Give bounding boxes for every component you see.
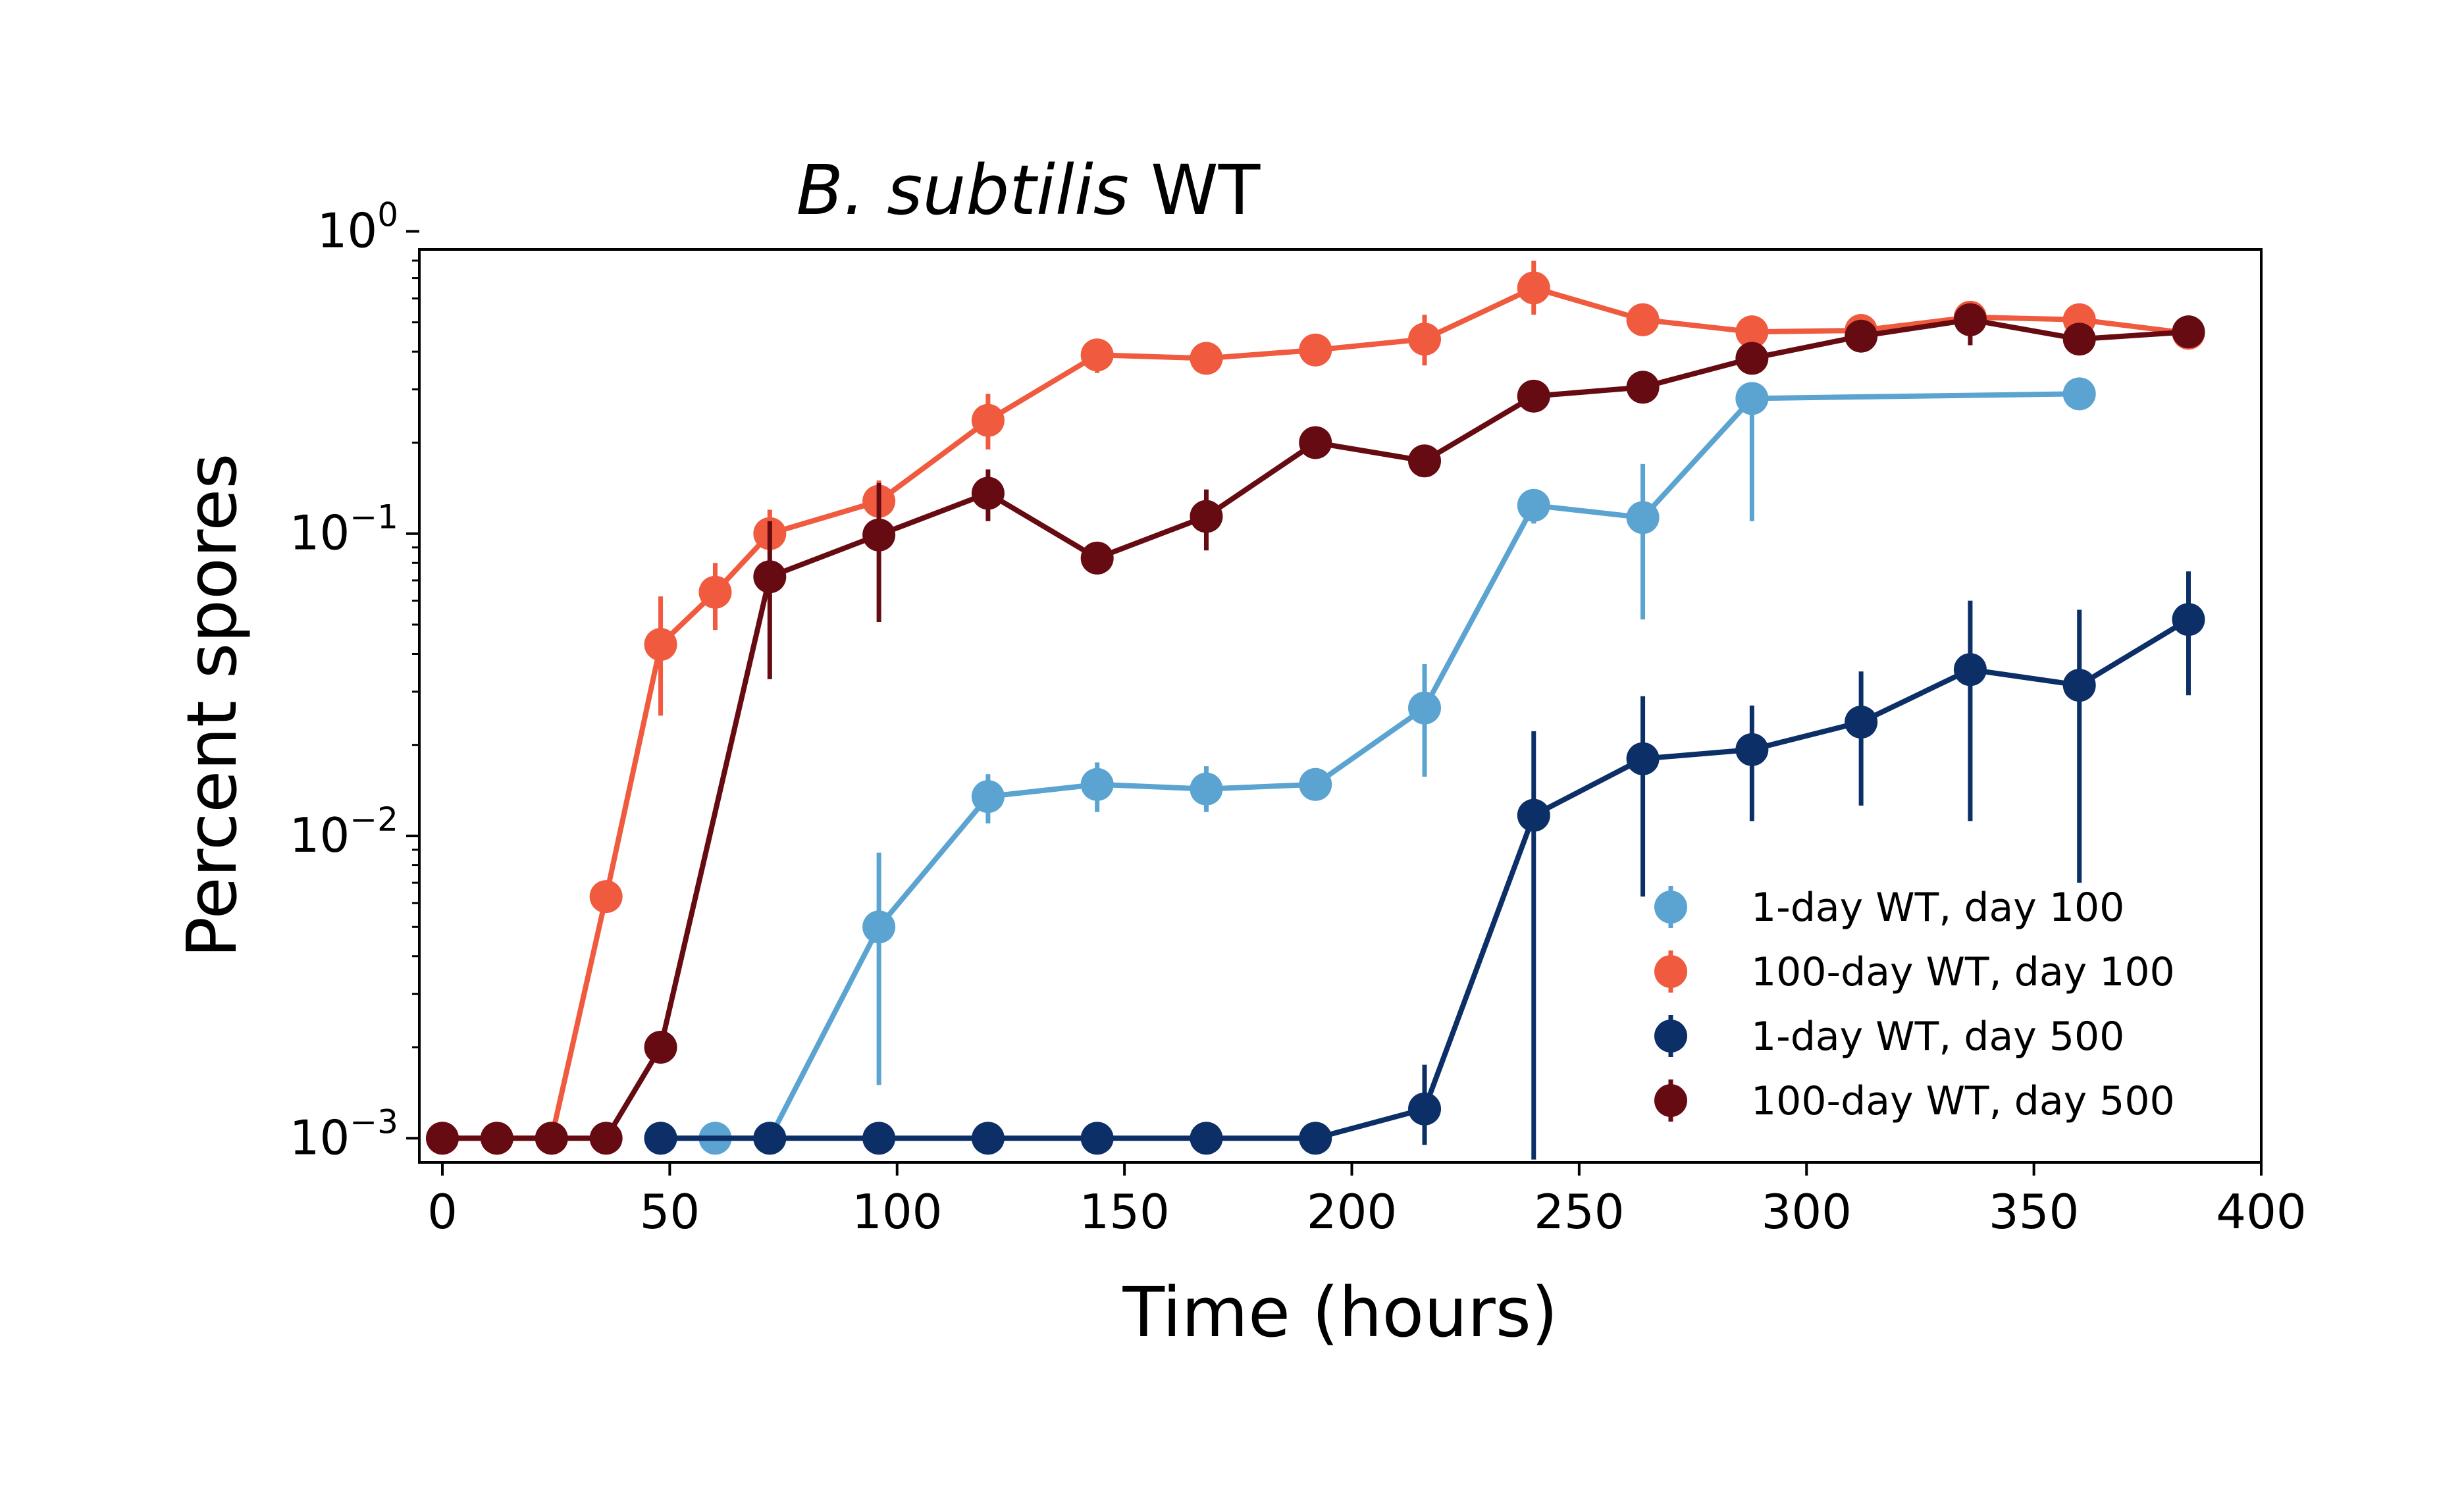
data-point [1517, 271, 1550, 305]
data-point [753, 1122, 787, 1155]
y-tick-label: 10−1 [290, 498, 398, 561]
data-point [2062, 669, 2096, 702]
data-point [971, 1122, 1005, 1155]
data-point [426, 1122, 459, 1155]
data-point [1190, 1122, 1223, 1155]
data-point [1845, 319, 1878, 353]
data-point [1517, 379, 1550, 413]
chart-title-rest: WT [1129, 150, 1261, 230]
data-point [1190, 500, 1223, 533]
data-point [1626, 501, 1660, 534]
legend-marker [1654, 1084, 1687, 1117]
series-4 [426, 303, 2205, 1155]
data-point [1299, 333, 1332, 367]
data-point [1626, 371, 1660, 404]
data-point [1517, 798, 1550, 832]
data-point [1408, 444, 1442, 478]
data-point [1190, 342, 1223, 375]
legend: 1-day WT, day 100 100-day WT, day 100 1-da… [1654, 885, 2175, 1124]
data-point [1408, 323, 1442, 356]
x-tick-label: 100 [852, 1184, 942, 1239]
x-tick-label: 0 [427, 1184, 458, 1239]
data-point [971, 477, 1005, 510]
data-point [1735, 382, 1769, 415]
data-point [644, 1122, 677, 1155]
data-point [2062, 323, 2096, 356]
data-point [1953, 303, 1987, 336]
legend-label: 100-day WT, day 500 [1751, 1078, 2175, 1124]
x-axis: 0 50 100 150 200 250 300 350 400 [427, 1162, 2307, 1239]
legend-marker [1654, 891, 1687, 923]
data-point [1517, 488, 1550, 522]
x-tick-label: 150 [1079, 1184, 1169, 1239]
data-point [2172, 315, 2205, 349]
data-point [1299, 1122, 1332, 1155]
data-point [1190, 772, 1223, 806]
data-point [480, 1122, 513, 1155]
data-point [2062, 377, 2096, 411]
series-line [442, 285, 2189, 1141]
data-point [644, 628, 677, 662]
data-point [644, 1031, 677, 1064]
data-point [535, 1122, 568, 1155]
legend-label: 1-day WT, day 100 [1751, 885, 2124, 931]
y-tick-label: 100 [317, 195, 398, 258]
legend-item: 100-day WT, day 100 [1654, 949, 2175, 995]
series-3 [644, 571, 2205, 1160]
data-point [862, 518, 896, 552]
legend-item: 1-day WT, day 100 [1654, 885, 2124, 931]
plot-frame [418, 248, 2263, 1164]
data-point [971, 780, 1005, 814]
data-point [1626, 303, 1660, 336]
data-point [2172, 603, 2205, 636]
legend-label: 100-day WT, day 100 [1751, 949, 2175, 995]
legend-marker [1654, 955, 1687, 988]
y-tick-label: 10−2 [290, 800, 398, 863]
data-point [698, 575, 732, 609]
data-point [1735, 315, 1769, 349]
legend-label: 1-day WT, day 500 [1751, 1014, 2124, 1060]
data-point [1299, 767, 1332, 801]
legend-item: 100-day WT, day 500 [1654, 1078, 2175, 1124]
data-point [1080, 541, 1114, 575]
data-point [1735, 342, 1769, 375]
x-tick-label: 350 [1989, 1184, 2079, 1239]
chart-title-italic: B. subtilis [797, 150, 1129, 230]
y-axis: 10−3 10−2 10−1 100 [290, 195, 419, 1165]
x-tick-label: 200 [1307, 1184, 1397, 1239]
data-point [1080, 767, 1114, 801]
data-point [1408, 1092, 1442, 1126]
data-point [1953, 653, 1987, 687]
data-point [971, 403, 1005, 437]
data-point [589, 1122, 623, 1155]
data-point [753, 560, 787, 594]
data-point [589, 880, 623, 914]
x-tick-label: 400 [2216, 1184, 2306, 1239]
plot-area [426, 260, 2205, 1160]
data-point [1845, 706, 1878, 739]
data-point [862, 1122, 896, 1155]
data-point [1408, 691, 1442, 725]
y-axis-label: Percent spores [172, 454, 252, 958]
data-point [1299, 426, 1332, 459]
data-point [1735, 733, 1769, 766]
data-point [862, 910, 896, 944]
y-tick-label: 10−3 [290, 1103, 398, 1165]
data-point [1626, 742, 1660, 775]
legend-marker [1654, 1020, 1687, 1052]
x-tick-label: 300 [1762, 1184, 1852, 1239]
x-tick-label: 250 [1534, 1184, 1624, 1239]
data-point [1080, 1122, 1114, 1155]
chart-title: B. subtilis WT [797, 150, 1261, 230]
data-point [1080, 338, 1114, 372]
x-axis-label: Time (hours) [1122, 1272, 1558, 1353]
legend-item: 1-day WT, day 500 [1654, 1014, 2124, 1060]
plot-series [426, 260, 2205, 1160]
x-tick-label: 50 [640, 1184, 700, 1239]
